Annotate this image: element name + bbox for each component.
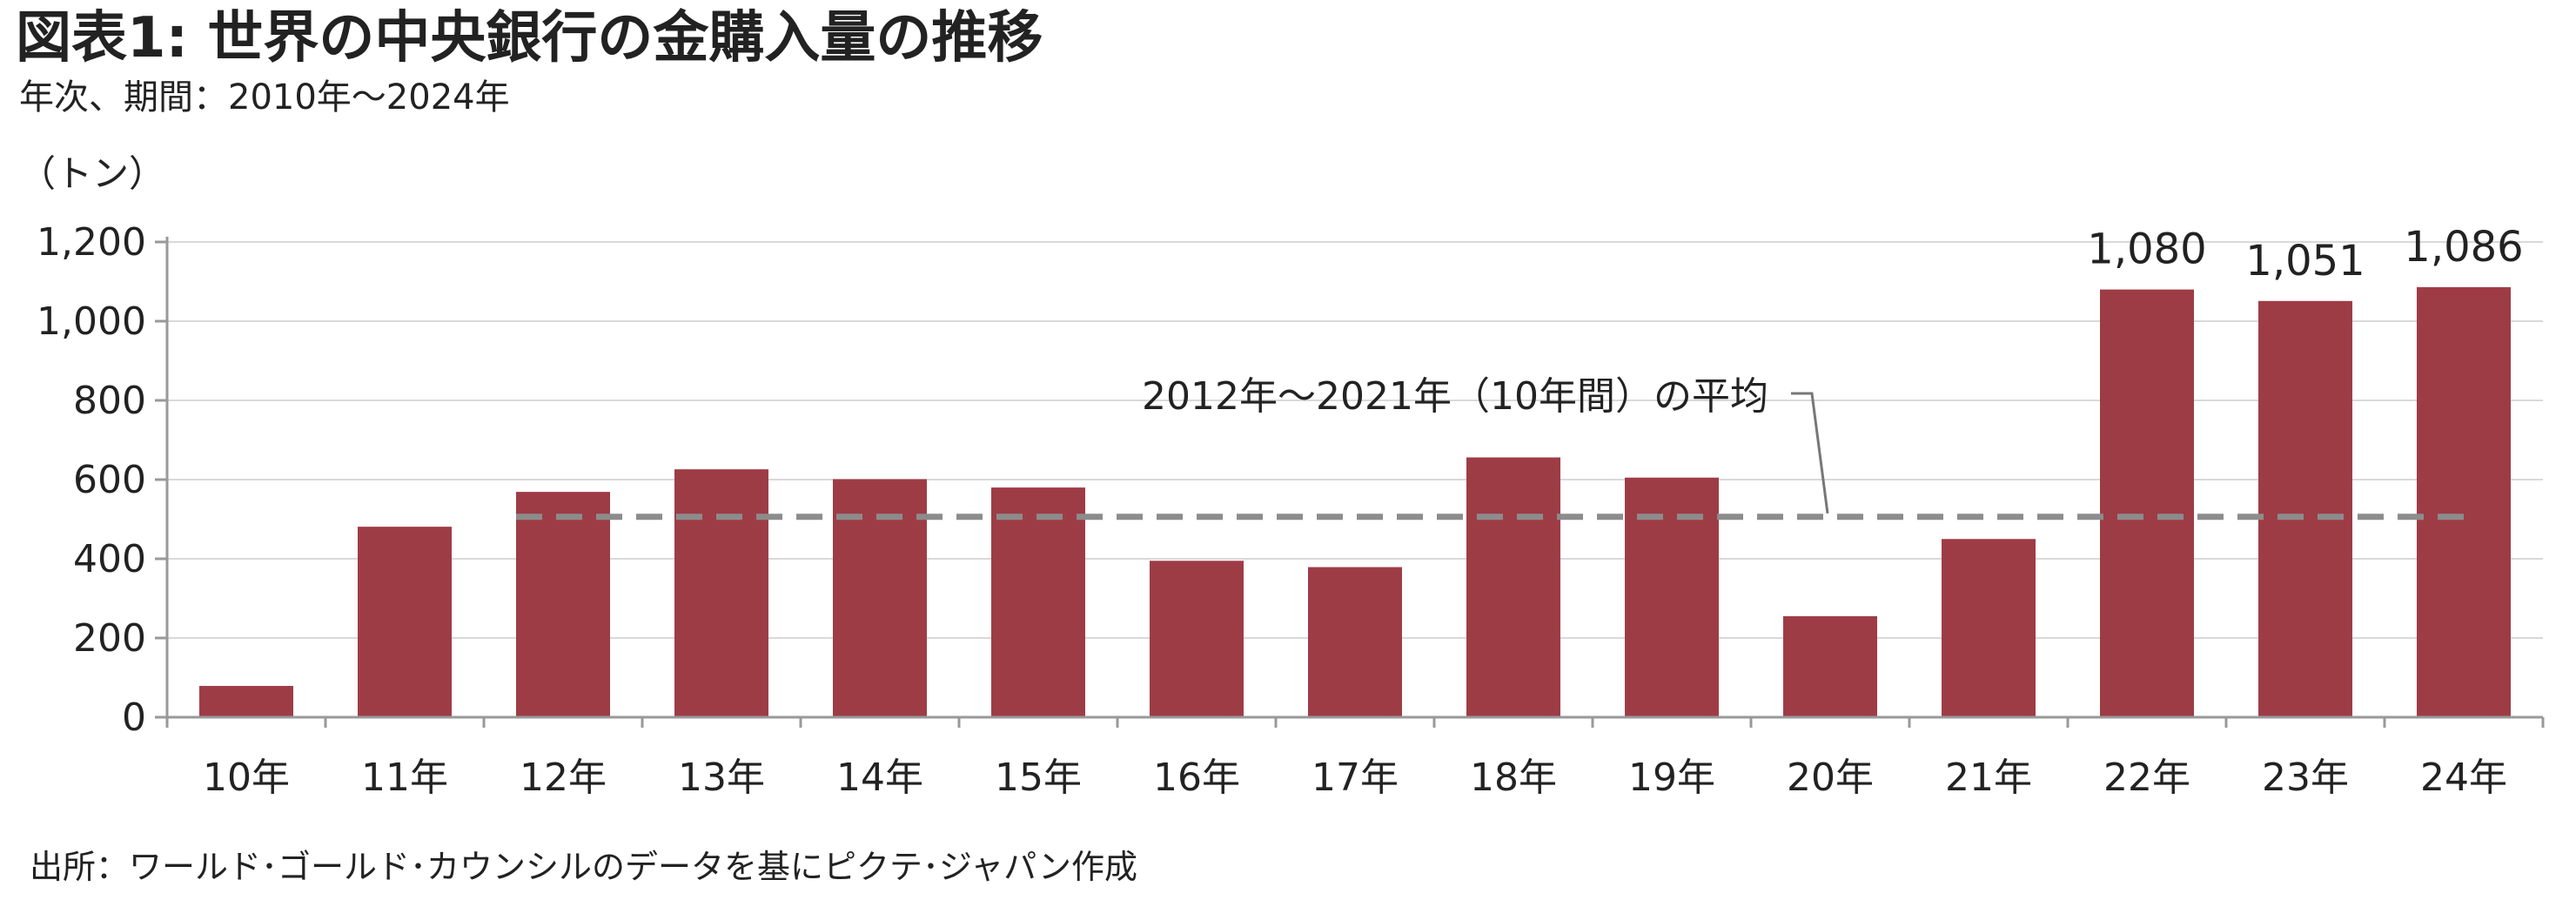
bar [1942, 539, 2036, 717]
bar [674, 469, 768, 717]
x-tick-label: 16年 [1153, 756, 1240, 800]
y-tick-label: 0 [122, 695, 146, 740]
bar [358, 527, 452, 717]
y-tick-label: 400 [73, 537, 146, 581]
bar [1625, 477, 1719, 717]
average-leader-line [1791, 392, 1829, 514]
x-tick-label: 24年 [2420, 756, 2507, 800]
bar [1466, 457, 1560, 717]
bar [2258, 300, 2352, 717]
y-tick-label: 600 [73, 458, 146, 502]
bar [1783, 615, 1877, 717]
labels: 0 200 400 600 800 1,000 1,200 10年 11年 12年 13年 14年 15… [37, 220, 2524, 800]
x-tick-label: 14年 [836, 756, 923, 800]
axes [155, 237, 2545, 728]
source-note: 出所：ワールド･ゴールド･カウンシルのデータを基にピクテ･ジャパン作成 [30, 848, 1138, 886]
x-tick-label: 18年 [1470, 756, 1557, 800]
bar [991, 487, 1085, 717]
bars [199, 286, 2511, 717]
y-tick-label: 200 [73, 616, 146, 661]
x-tick-label: 15年 [995, 756, 1082, 800]
chart-title: 図表1: 世界の中央銀行の金購入量の推移 [16, 6, 1043, 71]
bar [199, 686, 293, 717]
x-tick-label: 20年 [1787, 756, 1874, 800]
x-tick-label: 19年 [1628, 756, 1715, 800]
x-tick-label: 22年 [2103, 756, 2190, 800]
bar [516, 492, 610, 717]
x-tick-label: 11年 [361, 756, 448, 800]
y-tick-label: 1,000 [37, 299, 146, 344]
data-label: 1,086 [2404, 223, 2523, 272]
x-tick-label: 17年 [1311, 756, 1399, 800]
y-tick-label: 1,200 [37, 220, 146, 265]
y-axis-unit-label: （トン） [19, 152, 166, 195]
average-annotation: 2012年～2021年（10年間）の平均 [516, 374, 2476, 521]
x-tick-label: 23年 [2262, 756, 2349, 800]
bar [1308, 567, 1402, 717]
data-label: 1,080 [2087, 225, 2206, 274]
x-tick-label: 21年 [1945, 756, 2032, 800]
bar [1150, 561, 1244, 717]
data-label: 1,051 [2245, 237, 2365, 285]
x-tick-label: 13年 [678, 756, 765, 800]
bar [2417, 286, 2511, 717]
x-tick-label: 10年 [203, 756, 290, 800]
chart-subtitle: 年次、期間：2010年～2024年 [19, 77, 510, 118]
average-label: 2012年～2021年（10年間）の平均 [1142, 374, 1768, 419]
x-tick-label: 12年 [520, 756, 607, 800]
y-tick-label: 800 [73, 379, 146, 423]
bar [2100, 289, 2194, 717]
